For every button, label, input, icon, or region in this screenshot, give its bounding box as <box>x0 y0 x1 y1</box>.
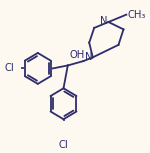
Text: CH₃: CH₃ <box>127 10 146 20</box>
Text: Cl: Cl <box>59 140 68 150</box>
Text: N: N <box>85 52 92 62</box>
Text: OH: OH <box>69 50 84 60</box>
Text: Cl: Cl <box>4 63 14 73</box>
Text: N: N <box>100 16 108 26</box>
